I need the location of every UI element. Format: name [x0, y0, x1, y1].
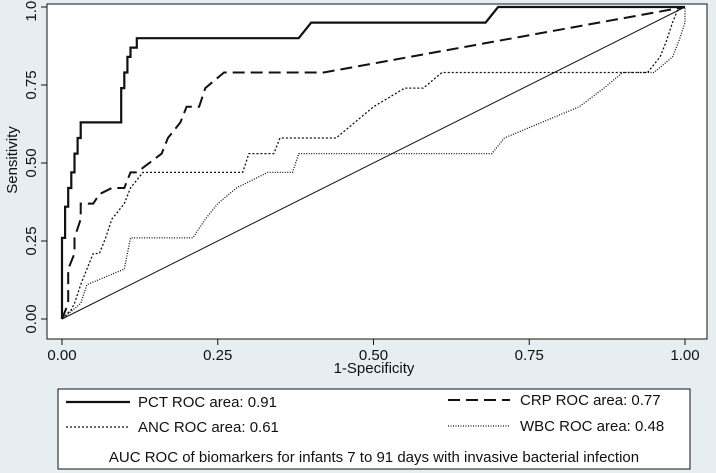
x-axis-title: 1-Specificity	[334, 360, 415, 377]
diagonal-reference-line	[61, 6, 686, 320]
legend-label-2: ANC ROC area: 0.61	[138, 419, 279, 436]
legend-box	[57, 388, 691, 470]
y-axis-title: Sensitivity	[4, 126, 21, 194]
x-tick-label-0: 0.00	[47, 347, 76, 364]
y-tick-label-4: 1.00	[23, 0, 40, 22]
x-tick-label-2: 0.50	[359, 347, 388, 364]
axis-layer: 0.00 0.25 0.50 0.75 1.00 0.00 0.25 0.50 0.75 1.00	[23, 0, 700, 364]
legend-layer: PCT ROC area: 0.91 CRP ROC area: 0.77 ANC …	[66, 392, 664, 436]
y-tick-label-1: 0.25	[23, 226, 40, 255]
x-tick-label-4: 1.00	[670, 347, 699, 364]
plot-area	[46, 3, 708, 340]
series-layer	[60, 5, 686, 320]
y-tick-label-2: 0.50	[23, 148, 40, 177]
series-line-1	[61, 6, 686, 320]
y-tick-label-0: 0.00	[23, 304, 40, 333]
series-line-0	[60, 5, 685, 319]
series-line-2	[61, 6, 685, 320]
legend-label-3: WBC ROC area: 0.48	[520, 418, 664, 435]
x-tick-label-3: 0.75	[515, 347, 544, 364]
legend-label-1: CRP ROC area: 0.77	[520, 392, 661, 409]
legend-note: AUC ROC of biomarkers for infants 7 to 9…	[109, 449, 639, 466]
y-tick-label-3: 0.75	[23, 70, 40, 99]
x-tick-label-1: 0.25	[203, 347, 232, 364]
legend-label-0: PCT ROC area: 0.91	[138, 394, 277, 411]
